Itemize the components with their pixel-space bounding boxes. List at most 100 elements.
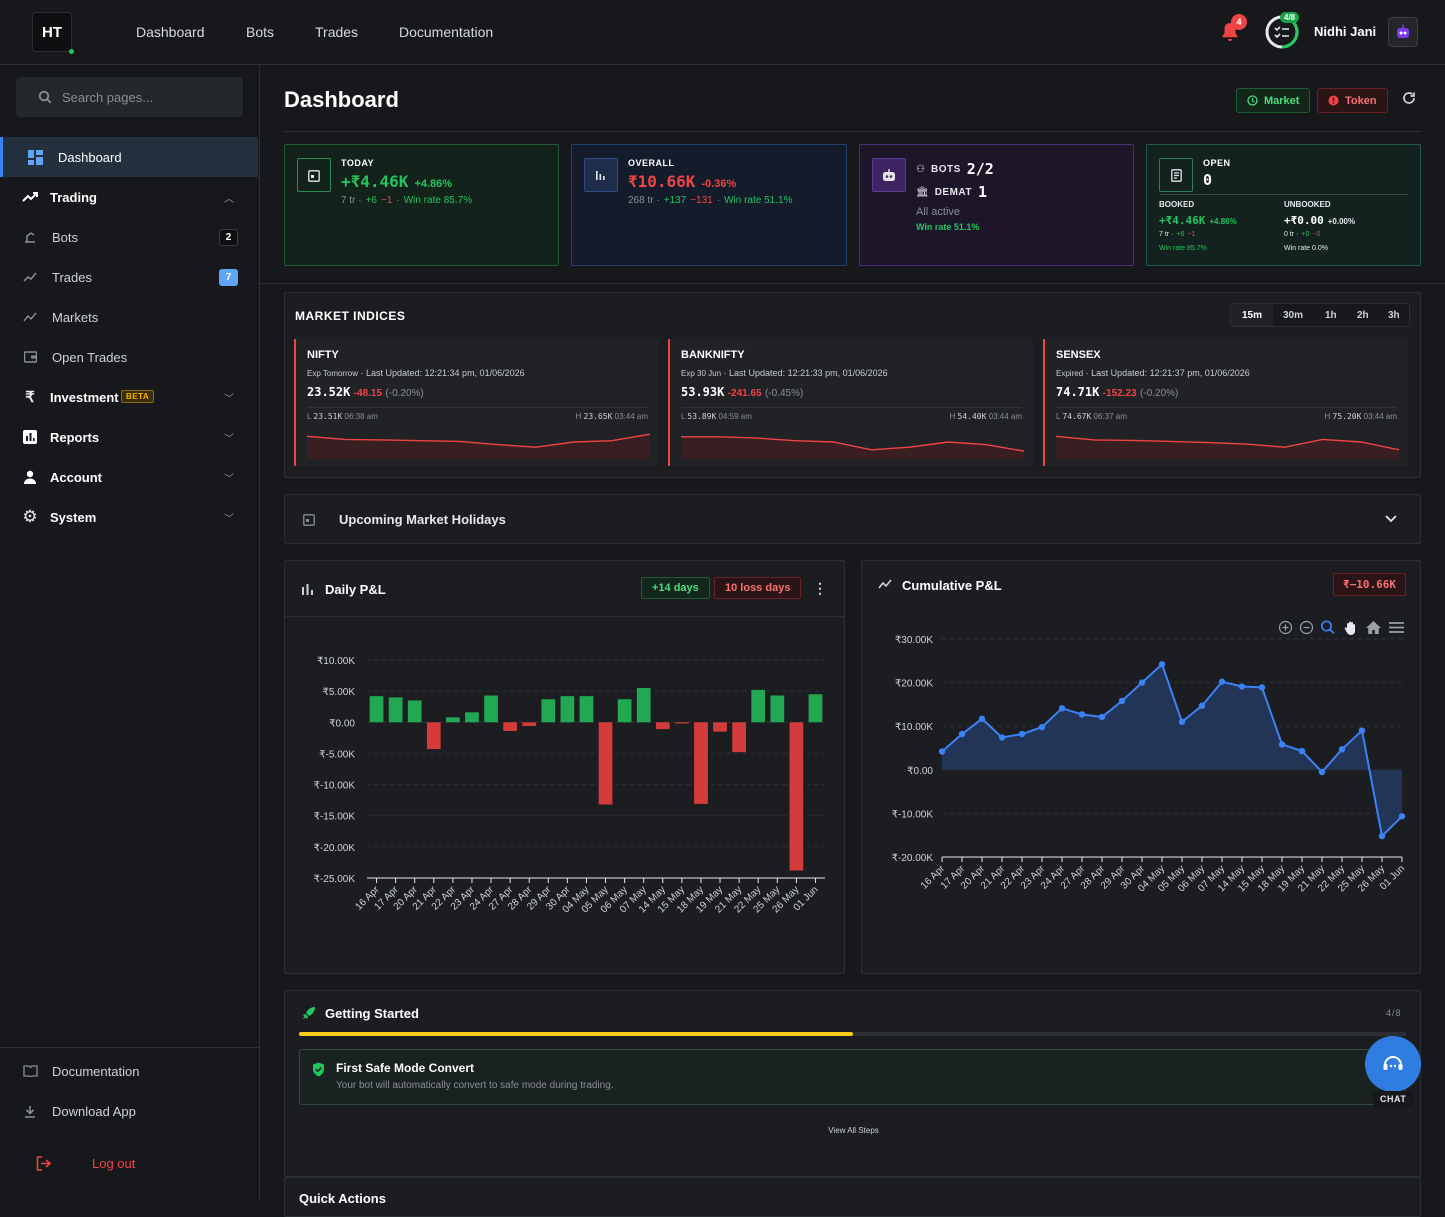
bar bbox=[732, 722, 746, 753]
data-point bbox=[1318, 768, 1326, 776]
trending-up-icon bbox=[22, 189, 38, 205]
index-low: 23.51K bbox=[313, 412, 343, 421]
index-updated: Last Updated: 12:21:37 pm, 01/06/2026 bbox=[1091, 368, 1250, 378]
y-tick-label: ₹10.00K bbox=[317, 656, 355, 667]
sidebar-documentation-link[interactable]: Documentation bbox=[0, 1051, 258, 1091]
series-line bbox=[941, 662, 1403, 839]
timeframe-3h[interactable]: 3h bbox=[1388, 310, 1400, 321]
sidebar-item-investment[interactable]: ₹ Investment BETA ﹀ bbox=[0, 377, 258, 417]
holidays-accordion[interactable]: Upcoming Market Holidays bbox=[284, 494, 1421, 544]
unbooked-win-rate: Win rate 0.0% bbox=[1284, 245, 1328, 252]
sidebar-item-account[interactable]: Account ﹀ bbox=[0, 457, 258, 497]
y-tick-label: ₹30.00K bbox=[895, 635, 933, 646]
open-value: 0 bbox=[1203, 171, 1213, 189]
sidebar-item-label: Account bbox=[50, 469, 102, 485]
bots-status: All active bbox=[916, 206, 961, 218]
bots-stat-card[interactable]: ⚇ BOTS 2/2 🏛 DEMAT 1 All active Win rate… bbox=[859, 144, 1134, 266]
timeframe-2h[interactable]: 2h bbox=[1357, 310, 1369, 321]
sidebar-item-dashboard[interactable]: Dashboard bbox=[0, 137, 258, 177]
sidebar-item-system[interactable]: ⚙ System ﹀ bbox=[0, 497, 258, 537]
nav-dashboard[interactable]: Dashboard bbox=[136, 24, 205, 40]
data-point bbox=[1238, 683, 1246, 690]
step-card[interactable]: First Safe Mode Convert Your bot will au… bbox=[299, 1049, 1406, 1105]
index-expiry: Exp Tomorrow bbox=[307, 369, 358, 378]
sidebar-item-trades[interactable]: Trades 7 bbox=[0, 257, 258, 297]
app-logo[interactable]: HT bbox=[32, 12, 74, 54]
sidebar-item-label: Markets bbox=[52, 309, 99, 325]
booked-value: +₹4.46K bbox=[1159, 214, 1206, 227]
view-all-steps-link[interactable]: View All Steps bbox=[828, 1126, 879, 1135]
nav-bots[interactable]: Bots bbox=[246, 24, 275, 40]
zoom-out-icon[interactable] bbox=[1299, 620, 1314, 635]
booked-label: BOOKED bbox=[1159, 200, 1195, 209]
bar bbox=[426, 722, 441, 750]
sidebar-item-reports[interactable]: Reports ﹀ bbox=[0, 417, 258, 457]
search-input[interactable]: Search pages... bbox=[16, 77, 243, 117]
bots-win-rate: Win rate 51.1% bbox=[916, 222, 980, 232]
avatar[interactable] bbox=[1388, 17, 1418, 47]
index-card-sensex[interactable]: SENSEX Expired · Last Updated: 12:21:37 … bbox=[1043, 339, 1408, 466]
timeframe-15m[interactable]: 15m bbox=[1231, 304, 1273, 326]
page-title: Dashboard bbox=[284, 87, 399, 112]
data-point bbox=[1278, 741, 1286, 748]
index-card-banknifty[interactable]: BANKNIFTY Exp 30 Jun · Last Updated: 12:… bbox=[668, 339, 1033, 466]
status-dot bbox=[69, 49, 74, 54]
sidebar-divider bbox=[0, 1047, 259, 1048]
overall-title: OVERALL bbox=[628, 158, 675, 168]
more-options-icon[interactable]: ⋮ bbox=[813, 580, 827, 596]
data-point bbox=[1098, 713, 1106, 721]
timeframe-1h[interactable]: 1h bbox=[1325, 310, 1337, 321]
zoom-in-icon[interactable] bbox=[1278, 620, 1293, 635]
support-agent-icon bbox=[1383, 1056, 1403, 1070]
open-stat-card[interactable]: OPEN 0 BOOKED +₹4.46K +4.86% 7 tr · +6 −… bbox=[1146, 144, 1421, 266]
main-content: Dashboard Market Token TODAY +₹4.46K +4.… bbox=[260, 65, 1445, 1217]
home-icon[interactable] bbox=[1365, 620, 1382, 635]
bots-value: 2/2 bbox=[966, 160, 994, 178]
pan-hand-icon[interactable] bbox=[1343, 620, 1359, 636]
sidebar-item-bots[interactable]: Bots 2 bbox=[0, 217, 258, 257]
overall-value: ₹10.66K bbox=[628, 172, 696, 191]
sidebar-download-link[interactable]: Download App bbox=[0, 1091, 258, 1131]
today-stat-card[interactable]: TODAY +₹4.46K +4.86% 7 tr · +6 −1 · Win … bbox=[284, 144, 559, 266]
chevron-down-icon bbox=[1385, 515, 1397, 523]
bar bbox=[617, 699, 632, 723]
index-high-time: 03:44 am bbox=[988, 412, 1022, 421]
alert-icon bbox=[1328, 95, 1339, 106]
nav-documentation[interactable]: Documentation bbox=[399, 24, 494, 40]
user-name[interactable]: Nidhi Jani bbox=[1314, 24, 1377, 39]
menu-icon[interactable] bbox=[1388, 620, 1405, 635]
nav-trades[interactable]: Trades bbox=[315, 24, 359, 40]
index-card-nifty[interactable]: NIFTY Exp Tomorrow · Last Updated: 12:21… bbox=[294, 339, 659, 466]
token-status-pill[interactable]: Token bbox=[1317, 88, 1388, 113]
timeframe-30m[interactable]: 30m bbox=[1283, 310, 1304, 321]
unbooked-wins: +0 bbox=[1301, 231, 1310, 238]
onboarding-progress[interactable]: 4/8 bbox=[1264, 12, 1300, 50]
bar bbox=[675, 722, 689, 724]
sidebar-item-label: Dashboard bbox=[58, 149, 122, 165]
logout-button[interactable]: Log out bbox=[0, 1143, 258, 1183]
overall-stat-card[interactable]: OVERALL ₹10.66K -0.36% 268 tr · +137 −13… bbox=[571, 144, 847, 266]
y-tick-label: ₹-20.00K bbox=[314, 843, 356, 854]
search-icon bbox=[38, 90, 52, 104]
chat-label: CHAT bbox=[1373, 1091, 1414, 1107]
refresh-button[interactable] bbox=[1402, 91, 1416, 108]
daily-pnl-title: Daily P&L bbox=[325, 582, 386, 597]
sidebar-item-open-trades[interactable]: Open Trades bbox=[0, 337, 258, 377]
sidebar-item-label: Trading bbox=[50, 189, 97, 205]
notifications-button[interactable]: 4 bbox=[1221, 14, 1247, 45]
progress-track bbox=[299, 1032, 1406, 1036]
data-point bbox=[1158, 661, 1166, 668]
overall-pct: -0.36% bbox=[701, 178, 737, 190]
magnify-icon[interactable] bbox=[1320, 620, 1337, 635]
market-status-pill[interactable]: Market bbox=[1236, 88, 1311, 113]
index-low: 53.89K bbox=[687, 412, 717, 421]
sidebar: Search pages... Dashboard Trading ︿ Bots… bbox=[0, 65, 260, 1200]
y-tick-label: ₹5.00K bbox=[323, 687, 356, 698]
index-high: 75.20K bbox=[1332, 412, 1362, 421]
index-low-time: 04:59 am bbox=[718, 412, 752, 421]
sidebar-item-trading[interactable]: Trading ︿ bbox=[0, 177, 258, 217]
area-fill bbox=[942, 664, 1402, 837]
unbooked-trades: 0 tr · bbox=[1284, 231, 1299, 238]
sidebar-item-markets[interactable]: Markets bbox=[0, 297, 258, 337]
chat-button[interactable] bbox=[1365, 1036, 1421, 1092]
